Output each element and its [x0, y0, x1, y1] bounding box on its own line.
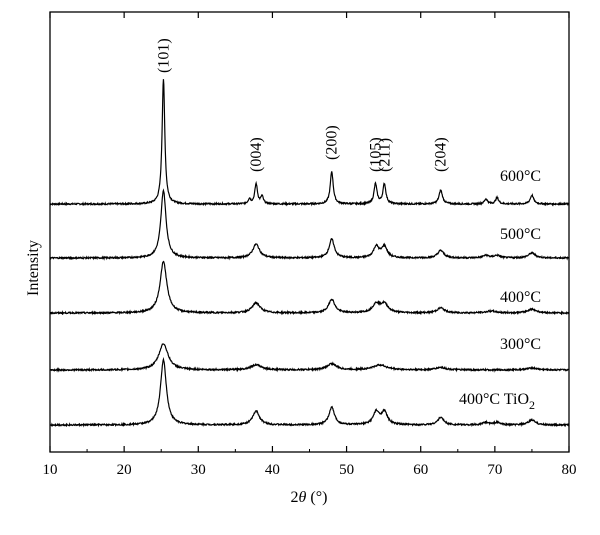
series-line — [49, 343, 570, 373]
peak-label: (200) — [324, 125, 341, 160]
series-layer — [49, 79, 570, 428]
x-tick-label: 40 — [265, 462, 280, 478]
x-ticks: 10 20 30 40 50 60 70 80 — [43, 12, 577, 478]
x-tick-label: 80 — [562, 462, 577, 478]
series-label: 600°C — [500, 168, 541, 185]
series-label: 300°C — [500, 336, 541, 353]
x-tick-label: 50 — [339, 462, 354, 478]
x-tick-label: 20 — [117, 462, 132, 478]
peak-label: (211) — [376, 138, 393, 172]
peak-label: (105) — [368, 137, 385, 172]
peak-labels: (101) (004) (200) (105)(211) (204) — [155, 38, 449, 172]
series-label: 500°C — [500, 226, 541, 243]
peak-label: (004) — [248, 137, 265, 172]
peak-label: (204) — [433, 137, 450, 172]
x-axis-title: 2θ (°) — [291, 489, 328, 506]
x-tick-label: 10 — [43, 462, 58, 478]
series-labels: 600°C 500°C 400°C 300°C 400°C TiO2 — [459, 168, 541, 412]
peak-label: (101) — [155, 38, 172, 73]
x-tick-label: 70 — [487, 462, 502, 478]
y-axis-title: Intensity — [25, 240, 42, 296]
plot-frame — [49, 11, 570, 453]
x-tick-label: 30 — [191, 462, 206, 478]
series-line — [49, 188, 570, 261]
series-label: 400°C TiO2 — [459, 391, 535, 412]
series-line — [49, 356, 570, 428]
series-line — [49, 79, 570, 207]
x-tick-label: 60 — [413, 462, 428, 478]
series-label: 400°C — [500, 289, 541, 306]
series-line — [49, 260, 570, 316]
